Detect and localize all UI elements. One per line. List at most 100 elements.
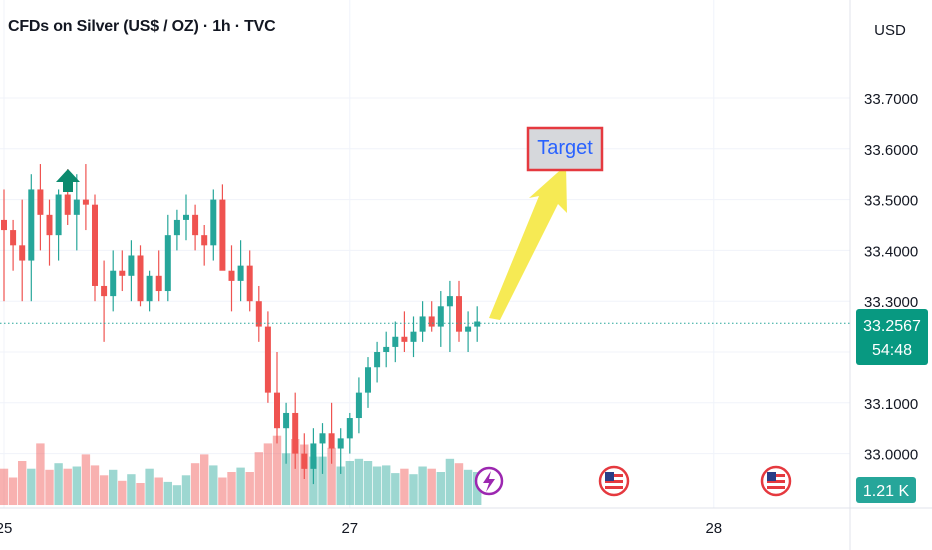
volume-badge: 1.21 K <box>856 477 916 503</box>
lightning-event-icon[interactable] <box>474 466 504 496</box>
y-tick-label: 33.5000 <box>864 193 918 210</box>
volume-bar <box>409 474 418 505</box>
candle <box>274 352 280 444</box>
chart-title: CFDs on Silver (US$ / OZ) · 1h · TVC <box>8 18 276 35</box>
volume-bar <box>227 472 236 505</box>
candle <box>128 240 135 302</box>
volume-bar <box>36 443 45 505</box>
candle-body <box>101 285 108 297</box>
candle-body <box>392 336 399 347</box>
candle-body <box>210 199 217 246</box>
volume-bar <box>363 461 373 505</box>
y-tick-label: 33.3000 <box>864 294 918 311</box>
candle-body <box>310 443 317 469</box>
candle-body <box>274 392 280 429</box>
volume-bar <box>318 456 327 505</box>
candle <box>219 184 226 271</box>
bar-countdown: 54:48 <box>872 342 912 359</box>
y-axis: 33.700033.600033.500033.400033.300033.20… <box>864 91 918 464</box>
volume-bar <box>209 465 218 505</box>
candle <box>383 331 390 368</box>
candle <box>292 392 299 469</box>
candle <box>246 250 253 312</box>
candle-body <box>155 275 162 292</box>
candle-body <box>173 219 180 236</box>
candle <box>410 316 417 358</box>
y-tick-label: 33.7000 <box>864 91 918 108</box>
candle-body <box>428 316 435 327</box>
volume-bar <box>0 468 9 505</box>
candle <box>401 311 408 352</box>
target-annotation[interactable]: Target <box>526 126 604 172</box>
volume-bar <box>145 468 154 505</box>
us-flag-event-icon[interactable] <box>598 465 630 497</box>
candle-body <box>465 326 472 332</box>
candle-body <box>164 235 171 292</box>
candle <box>19 199 26 302</box>
candle <box>183 194 189 241</box>
volume-bar <box>454 463 464 505</box>
candle <box>73 174 80 251</box>
candle <box>92 194 98 302</box>
volume-bar <box>109 469 118 505</box>
us-flag-event-icon[interactable] <box>760 465 792 497</box>
candle <box>201 225 208 266</box>
candle-body <box>28 189 35 261</box>
volume-bar <box>436 472 445 505</box>
candle <box>456 280 462 342</box>
candle <box>164 214 171 302</box>
y-tick-label: 33.0000 <box>864 447 918 464</box>
candle <box>365 357 371 408</box>
x-tick-label: 27 <box>341 520 358 537</box>
candle-body <box>92 204 98 286</box>
candle-body <box>19 245 26 261</box>
candle <box>319 423 326 474</box>
volume-bar <box>272 435 282 505</box>
candle-body <box>365 367 371 393</box>
volume-bar <box>63 468 72 505</box>
volume-value: 1.21 K <box>863 483 910 500</box>
volume-bar <box>254 452 263 505</box>
x-tick-label: 28 <box>705 520 722 537</box>
candle-body <box>201 235 208 246</box>
y-tick-label: 33.6000 <box>864 142 918 159</box>
candle <box>155 250 162 302</box>
volume-bar <box>8 477 18 505</box>
candle-body <box>128 255 135 276</box>
volume-bar <box>72 466 81 505</box>
candle-body <box>192 214 199 236</box>
volume-bar <box>172 485 182 505</box>
candle <box>237 240 244 302</box>
candle <box>146 270 153 312</box>
candle <box>328 402 335 464</box>
candle <box>465 311 472 352</box>
up-arrow-icon <box>56 169 80 192</box>
volume-bar <box>400 468 409 505</box>
candle <box>337 428 344 474</box>
volume-bar <box>181 475 191 505</box>
candle <box>255 285 262 342</box>
candle-body <box>64 194 71 215</box>
volume-bar <box>163 481 172 505</box>
candle-body <box>437 306 444 327</box>
candle <box>119 250 126 292</box>
candle-body <box>419 316 426 332</box>
volume-bar <box>118 480 127 505</box>
candle <box>346 412 353 454</box>
candle-body <box>374 352 381 368</box>
volume-bar <box>190 463 200 505</box>
currency-selector[interactable]: USD <box>874 21 906 39</box>
candle <box>55 189 62 261</box>
candle <box>374 341 381 383</box>
candle-body <box>474 321 481 327</box>
candle-body <box>319 433 326 444</box>
candle-body <box>328 433 335 449</box>
volume-bar <box>463 469 473 505</box>
candle-body <box>183 214 189 220</box>
candle <box>110 250 117 312</box>
volume-bar <box>90 465 100 505</box>
volume-bar <box>391 473 400 505</box>
volume-bar <box>372 466 382 505</box>
candle <box>392 321 399 363</box>
